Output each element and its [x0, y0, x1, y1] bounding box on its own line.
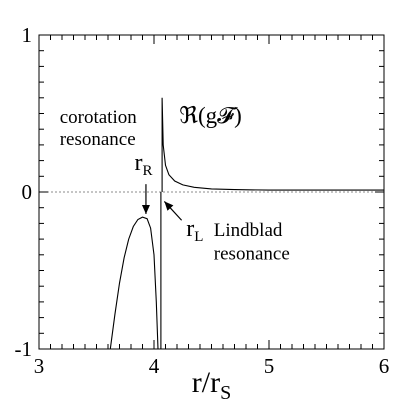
arrow-group: [141, 184, 183, 221]
tick-label-group: 3 4 5 6 -1 0 1: [15, 23, 390, 378]
x-axis-label-main: r/r: [192, 366, 220, 399]
x-tick-label: 6: [379, 354, 390, 378]
tick-group: [38, 34, 385, 350]
annotation-rR-sub: R: [142, 163, 152, 179]
annotation-lindblad1: Lindblad: [214, 220, 283, 241]
annotation-rR-main: r: [134, 150, 142, 176]
annotation-rR: rR: [134, 150, 152, 179]
x-tick-label: 5: [264, 354, 275, 378]
y-tick-label: 1: [22, 23, 33, 47]
x-axis-label-sub: S: [220, 382, 231, 402]
series-segment-0: [109, 216, 159, 350]
y-tick-label: -1: [15, 337, 33, 361]
annotation-rL-main: r: [186, 216, 194, 242]
series-segment-2: [161, 97, 384, 192]
annotation-lindblad2: resonance: [214, 244, 290, 265]
y-tick-label: 0: [22, 180, 33, 204]
annotation-corotation2: resonance: [60, 129, 136, 150]
arrow-rL-head: [164, 201, 174, 211]
x-tick-label: 4: [149, 354, 160, 378]
series-group: [109, 97, 384, 350]
x-tick-label: 3: [34, 354, 45, 378]
annotation-rL: rL: [186, 216, 203, 245]
annotation-curve: ℜ(g𝓕): [179, 103, 242, 128]
arrow-rR-head: [141, 204, 150, 214]
x-axis-label: r/rS: [192, 366, 231, 402]
annotation-rL-sub: L: [194, 229, 203, 245]
annotation-corotation1: corotation: [60, 107, 138, 128]
